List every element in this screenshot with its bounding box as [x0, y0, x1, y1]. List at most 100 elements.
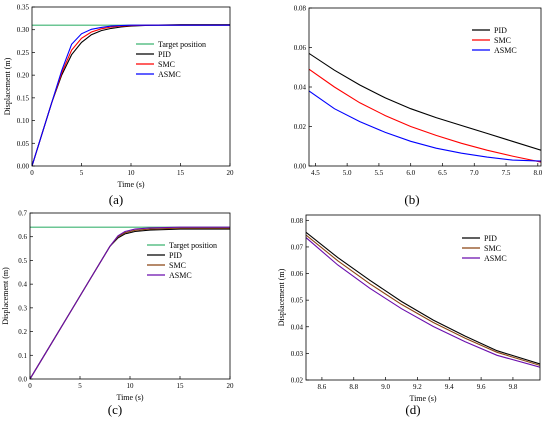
- y-tick-label: 0.0: [18, 376, 27, 384]
- y-tick-label: 0.08: [291, 217, 304, 225]
- series-line-smc: [30, 227, 230, 379]
- series-line-asmc: [32, 24, 230, 166]
- legend-label: PID: [169, 251, 182, 260]
- y-tick-label: 0.05: [17, 140, 30, 148]
- y-tick-label: 0.2: [18, 328, 27, 336]
- series-line-smc: [306, 234, 540, 366]
- x-tick-label: 5: [80, 169, 84, 177]
- y-tick-label: 0.30: [17, 26, 30, 34]
- y-tick-label: 0.04: [294, 84, 307, 92]
- x-tick-label: 15: [177, 382, 185, 390]
- y-tick-label: 0.10: [17, 117, 30, 125]
- legend-label: PID: [494, 26, 507, 35]
- x-tick-label: 15: [177, 169, 185, 177]
- x-tick-label: 0: [28, 382, 32, 390]
- x-tick-label: 7.0: [470, 169, 479, 177]
- plot-frame: [31, 6, 231, 167]
- panel-label: (d): [405, 402, 420, 417]
- y-tick-label: 0.6: [18, 233, 27, 241]
- legend-label: Target position: [169, 241, 217, 250]
- legend-label: PID: [158, 50, 171, 59]
- y-tick-label: 0.00: [294, 163, 307, 171]
- series-line-asmc: [30, 226, 230, 379]
- series-line-pid: [30, 228, 230, 379]
- y-tick-label: 0.07: [291, 243, 304, 251]
- y-tick-label: 0.05: [291, 297, 304, 305]
- series-line-asmc: [309, 90, 541, 162]
- x-tick-label: 9.2: [413, 383, 422, 391]
- legend-label: ASMC: [169, 271, 192, 280]
- x-tick-label: 5.5: [375, 169, 384, 177]
- series-group: [30, 226, 230, 379]
- x-tick-label: 5: [78, 382, 82, 390]
- legend-label: PID: [484, 234, 497, 243]
- chart-panel-3: 0 5 10 15 20 0.0 0.1 0.2 0.3 0.4 0.5 0.6 0.7 Time (s)…: [1, 210, 234, 418]
- y-tick-label: 0.02: [294, 123, 307, 131]
- panel-label: (b): [404, 192, 419, 207]
- chart-panel-2: 4.5 5.0 5.5 6.0 6.5 7.0 7.5 8.0 0.00 0.02 0.04 0.06…: [294, 5, 543, 208]
- x-tick-label: 20: [227, 382, 235, 390]
- y-axis-label: Displacement (m): [3, 57, 12, 115]
- y-tick-label: 0.06: [291, 270, 304, 278]
- x-tick-label: 10: [127, 382, 135, 390]
- y-tick-label: 0.5: [18, 257, 27, 265]
- y-tick-label: 0.08: [294, 5, 307, 13]
- y-tick-label: 0.00: [17, 163, 30, 171]
- y-tick-label: 0.3: [18, 304, 27, 312]
- x-tick-label: 8.0: [533, 169, 542, 177]
- legend-label: SMC: [158, 60, 175, 69]
- chart-panel-4: 8.6 8.8 9.0 9.2 9.4 9.6 9.8 0.02 0.03 0.04 0.05 0.0…: [277, 214, 541, 417]
- y-axis-label: Displacement (m): [277, 268, 286, 326]
- legend-label: ASMC: [158, 70, 181, 79]
- y-axis-label: Displacement (m): [1, 267, 10, 325]
- series-group: [32, 24, 230, 166]
- series-line-pid: [306, 231, 540, 365]
- x-tick-label: 9.8: [509, 383, 518, 391]
- x-tick-label: 8.8: [349, 383, 358, 391]
- x-axis-label: Time (s): [116, 393, 143, 402]
- x-tick-label: 7.5: [502, 169, 511, 177]
- x-tick-label: 9.6: [477, 383, 486, 391]
- series-line-smc: [309, 68, 541, 163]
- x-axis-label: Time (s): [409, 394, 436, 403]
- chart-panel-1: 0 5 10 15 20 0.00 0.05 0.10 0.15 0.20 0.25 0.30 0.35…: [3, 4, 234, 208]
- x-tick-label: 0: [30, 169, 34, 177]
- y-tick-label: 0.15: [17, 94, 30, 102]
- x-tick-label: 9.4: [445, 383, 454, 391]
- y-tick-label: 0.7: [18, 210, 27, 218]
- x-tick-label: 4.5: [311, 169, 320, 177]
- legend-label: ASMC: [484, 254, 507, 263]
- series-line-asmc: [306, 237, 540, 368]
- panel-label: (a): [109, 192, 123, 207]
- legend-label: Target position: [158, 40, 206, 49]
- y-tick-label: 0.06: [294, 44, 307, 52]
- plot-frame: [305, 214, 541, 381]
- series-group: [306, 231, 540, 368]
- plot-frame: [29, 212, 231, 380]
- y-tick-label: 0.4: [18, 281, 27, 289]
- y-tick-label: 0.20: [17, 72, 30, 80]
- y-tick-label: 0.1: [18, 352, 27, 360]
- x-tick-label: 9.0: [381, 383, 390, 391]
- x-tick-label: 5.0: [343, 169, 352, 177]
- y-tick-label: 0.25: [17, 49, 30, 57]
- series-group: [309, 52, 541, 163]
- x-tick-label: 6.0: [406, 169, 415, 177]
- y-tick-label: 0.35: [17, 4, 30, 12]
- x-tick-label: 6.5: [438, 169, 447, 177]
- legend-label: SMC: [484, 244, 501, 253]
- panel-label: (c): [108, 402, 122, 417]
- y-tick-label: 0.04: [291, 323, 304, 331]
- x-tick-label: 10: [128, 169, 136, 177]
- series-line-pid: [309, 52, 541, 151]
- legend-label: ASMC: [494, 46, 517, 55]
- x-axis-label: Time (s): [117, 180, 144, 189]
- x-tick-label: 20: [227, 169, 235, 177]
- legend-label: SMC: [169, 261, 186, 270]
- y-tick-label: 0.03: [291, 350, 304, 358]
